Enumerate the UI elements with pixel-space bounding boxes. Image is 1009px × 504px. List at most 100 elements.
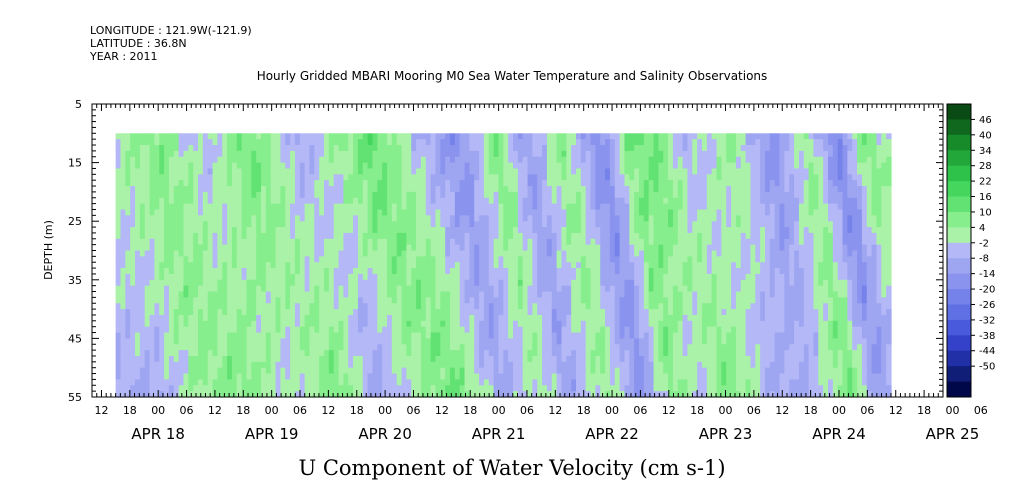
- heatmap-cell: [348, 139, 354, 146]
- heatmap-cell: [168, 191, 175, 199]
- heatmap-cell: [537, 162, 543, 170]
- heatmap-cell: [130, 326, 136, 334]
- heatmap-cell: [217, 379, 223, 386]
- heatmap-cell: [420, 162, 427, 170]
- heatmap-cell: [280, 156, 286, 164]
- heatmap-cell: [580, 361, 587, 369]
- heatmap-cell: [188, 279, 194, 287]
- heatmap-cell: [440, 297, 446, 304]
- heatmap-cell: [454, 232, 461, 240]
- heatmap-cell: [532, 291, 538, 298]
- heatmap-cell: [173, 379, 180, 386]
- heatmap-cell: [391, 314, 398, 322]
- heatmap-cell: [585, 268, 592, 275]
- heatmap-cell: [183, 379, 189, 386]
- heatmap-cell: [605, 355, 611, 363]
- heatmap-cell: [585, 309, 592, 316]
- heatmap-cell: [135, 338, 141, 345]
- heatmap-cell: [634, 145, 640, 152]
- heatmap-cell: [469, 133, 475, 140]
- heatmap-cell: [488, 314, 495, 322]
- heatmap-cell: [551, 320, 558, 328]
- heatmap-cell: [551, 139, 558, 146]
- heatmap-cell: [144, 244, 151, 252]
- heatmap-cell: [343, 279, 349, 287]
- heatmap-cell: [440, 309, 446, 316]
- heatmap-cell: [382, 256, 388, 263]
- heatmap-cell: [508, 309, 514, 316]
- heatmap-cell: [357, 297, 364, 304]
- heatmap-cell: [571, 197, 577, 205]
- heatmap-cell: [328, 344, 335, 351]
- heatmap-cell: [391, 174, 398, 181]
- heatmap-cell: [624, 268, 630, 275]
- heatmap-cell: [411, 221, 417, 228]
- heatmap-cell: [343, 268, 349, 275]
- heatmap-cell: [362, 133, 369, 140]
- heatmap-cell: [362, 297, 369, 304]
- heatmap-cell: [135, 373, 141, 381]
- heatmap-cell: [125, 221, 131, 228]
- heatmap-cell: [125, 355, 131, 363]
- heatmap-cell: [198, 338, 204, 345]
- heatmap-cell: [488, 320, 495, 328]
- heatmap-cell: [532, 133, 538, 140]
- heatmap-cell: [454, 285, 461, 293]
- heatmap-cell: [309, 373, 315, 381]
- heatmap-cell: [619, 197, 626, 205]
- heatmap-cell: [290, 385, 296, 392]
- heatmap-cell: [198, 168, 204, 175]
- heatmap-cell: [391, 139, 398, 146]
- heatmap-cell: [546, 379, 553, 386]
- heatmap-cell: [270, 326, 277, 334]
- heatmap-cell: [377, 197, 383, 205]
- heatmap-cell: [367, 139, 374, 146]
- heatmap-cell: [164, 156, 170, 164]
- heatmap-cell: [130, 361, 136, 369]
- heatmap-cell: [275, 273, 282, 281]
- heatmap-cell: [227, 285, 233, 293]
- heatmap-cell: [309, 215, 315, 222]
- heatmap-cell: [333, 355, 340, 363]
- heatmap-cell: [173, 361, 180, 369]
- heatmap-cell: [503, 156, 509, 164]
- heatmap-cell: [648, 367, 655, 375]
- heatmap-cell: [634, 180, 640, 187]
- heatmap-cell: [498, 168, 504, 175]
- heatmap-cell: [551, 150, 558, 158]
- heatmap-cell: [251, 320, 257, 328]
- heatmap-cell: [280, 297, 286, 304]
- heatmap-cell: [130, 344, 136, 351]
- heatmap-cell: [459, 197, 466, 205]
- heatmap-cell: [202, 268, 209, 275]
- heatmap-cell: [115, 309, 122, 316]
- heatmap-cell: [450, 291, 456, 298]
- heatmap-cell: [406, 285, 412, 293]
- heatmap-cell: [576, 385, 582, 392]
- heatmap-cell: [188, 232, 194, 240]
- heatmap-cell: [343, 314, 349, 322]
- heatmap-cell: [241, 232, 248, 240]
- heatmap-cell: [522, 168, 529, 175]
- heatmap-cell: [609, 355, 616, 363]
- heatmap-cell: [193, 186, 199, 193]
- heatmap-cell: [430, 197, 437, 205]
- heatmap-cell: [420, 268, 427, 275]
- heatmap-cell: [164, 174, 170, 181]
- heatmap-cell: [513, 209, 519, 216]
- heatmap-cell: [643, 391, 650, 398]
- heatmap-cell: [416, 379, 422, 386]
- heatmap-cell: [372, 297, 378, 304]
- heatmap-cell: [479, 139, 485, 146]
- heatmap-cell: [188, 162, 194, 170]
- heatmap-cell: [420, 373, 427, 381]
- heatmap-cell: [537, 133, 543, 140]
- heatmap-cell: [164, 391, 170, 398]
- heatmap-cell: [290, 355, 296, 363]
- heatmap-cell: [193, 191, 199, 199]
- heatmap-cell: [236, 379, 243, 386]
- heatmap-cell: [561, 232, 567, 240]
- heatmap-cell: [483, 133, 490, 140]
- heatmap-cell: [406, 279, 412, 287]
- heatmap-cell: [425, 174, 432, 181]
